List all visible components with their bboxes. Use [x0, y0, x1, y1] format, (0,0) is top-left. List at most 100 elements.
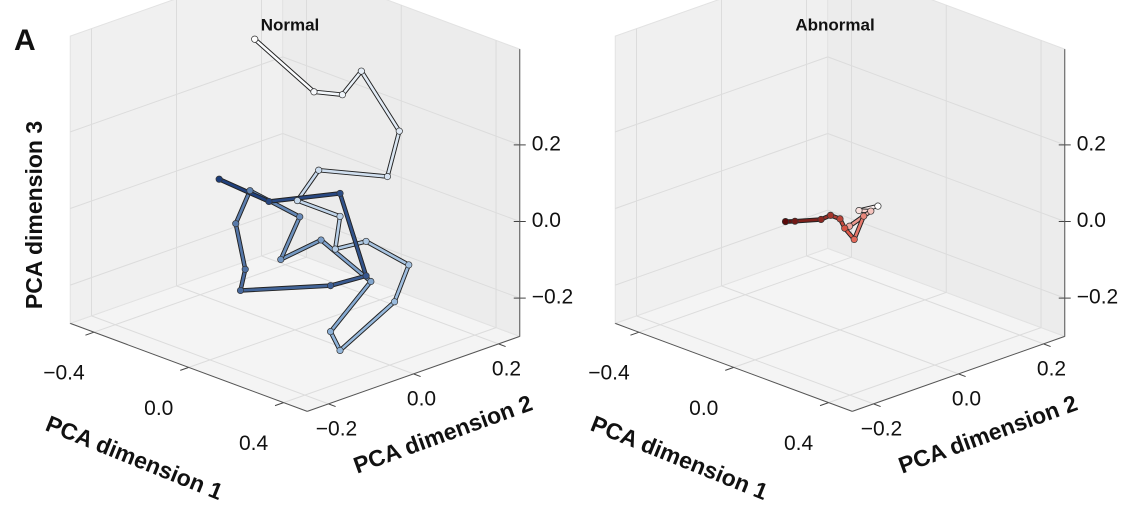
- trajectory-segment: [341, 69, 363, 97]
- trajectory-segment: [393, 263, 411, 304]
- trajectory-point: [405, 261, 413, 269]
- trajectory-point: [336, 212, 344, 220]
- z-tick-label: 0.0: [1077, 209, 1106, 232]
- trajectory-point: [874, 202, 882, 210]
- x-tick-label: −0.4: [43, 362, 85, 385]
- trajectory-point: [860, 212, 868, 220]
- trajectory-point: [326, 282, 335, 290]
- trajectory-segment: [296, 168, 321, 202]
- z-axis-label: PCA dimension 3: [21, 121, 47, 309]
- trajectory-point: [326, 328, 335, 336]
- trajectory-point: [317, 236, 325, 244]
- trajectory-segment: [329, 274, 368, 287]
- trajectory-point: [390, 298, 399, 306]
- trajectory-point: [395, 127, 403, 135]
- grid-line: [282, 133, 520, 222]
- trajectory-point: [277, 255, 285, 264]
- trajectory-point: [817, 215, 825, 224]
- trajectory-point: [836, 215, 844, 223]
- trajectory-point: [336, 189, 344, 197]
- tick-mark: [274, 402, 284, 407]
- grid-line: [261, 255, 499, 345]
- y-tick-label: 0.2: [1037, 357, 1066, 380]
- trajectory-point: [296, 213, 304, 221]
- grid-line: [827, 209, 1065, 299]
- x-tick-label: 0.4: [239, 432, 269, 455]
- z-tick-label: −0.2: [1077, 286, 1118, 309]
- z-tick-label: 0.2: [532, 132, 561, 155]
- grid-line: [70, 133, 283, 209]
- x-tick-label: 0.0: [689, 397, 718, 420]
- trajectory-segment: [217, 177, 271, 203]
- x-axis-line: [70, 322, 308, 412]
- trajectory-segment: [852, 214, 866, 241]
- tick-mark: [1043, 343, 1051, 348]
- y-axis-label: PCA dimension 2: [350, 390, 536, 479]
- trajectory-point: [293, 197, 301, 205]
- trajectory-segment: [239, 284, 332, 292]
- trajectory-point: [362, 237, 370, 245]
- trajectory-segment: [267, 192, 342, 203]
- trajectory-point: [855, 207, 863, 215]
- grid-line: [176, 285, 414, 375]
- trajectory-point: [265, 197, 273, 206]
- y-axis-line: [852, 335, 1065, 412]
- trajectory-point: [781, 218, 790, 226]
- panel: −0.4 0.0 0.4 −0.2 0.0 0.2 −0.2 0.0 0.2 PCA dimens…: [21, 0, 573, 505]
- y-tick-label: −0.2: [316, 417, 357, 440]
- grid-line: [282, 56, 520, 146]
- trajectory-point: [867, 207, 875, 215]
- trajectory-segment: [338, 192, 368, 278]
- grid-line: [91, 315, 329, 405]
- trajectory-segment: [364, 240, 411, 267]
- trajectory-segment: [234, 189, 252, 225]
- trajectory-segment: [360, 69, 401, 133]
- y-tick-label: 0.0: [407, 387, 436, 410]
- grid-line: [282, 209, 520, 299]
- x-axis-label: PCA dimension 1: [587, 410, 772, 505]
- y-axis-line: [307, 335, 520, 412]
- x-tick-label: 0.4: [784, 432, 814, 455]
- grid-line: [70, 209, 283, 286]
- grid-line: [827, 56, 1065, 146]
- y-axis-label: PCA dimension 2: [895, 390, 1081, 479]
- trajectory-point: [850, 235, 858, 243]
- trajectory-segment: [333, 215, 342, 251]
- chart-title: Abnormal: [795, 15, 874, 34]
- trajectory-segment: [317, 168, 389, 178]
- trajectory-point: [357, 67, 365, 75]
- trajectory-segment: [239, 267, 247, 292]
- grid-line: [70, 56, 283, 133]
- x-axis-label: PCA dimension 1: [42, 410, 227, 505]
- panel: −0.4 0.0 0.4 −0.2 0.0 0.2 −0.2 0.0 0.2 PCA dimens…: [587, 0, 1118, 505]
- trajectory-point: [232, 220, 240, 228]
- tick-mark: [328, 403, 336, 408]
- trajectory-segment: [234, 222, 247, 271]
- tick-mark: [413, 373, 421, 378]
- y-tick-label: 0.2: [492, 357, 521, 380]
- trajectory-point: [362, 272, 370, 280]
- z-tick-label: −0.2: [532, 286, 573, 309]
- panel-label: A: [14, 24, 36, 57]
- tick-mark: [498, 343, 506, 348]
- x-tick-label: −0.4: [588, 362, 630, 385]
- tick-mark: [819, 402, 829, 407]
- grid-line: [615, 133, 828, 209]
- trajectory-point: [336, 346, 344, 355]
- trajectory-point: [241, 265, 249, 273]
- trajectory-segment: [312, 90, 344, 97]
- trajectory-point: [367, 277, 375, 286]
- trajectory-segment: [793, 218, 823, 223]
- grid-line: [721, 285, 959, 375]
- trajectory-segment: [279, 238, 323, 261]
- trajectory-point: [383, 173, 391, 181]
- trajectory-segment: [329, 280, 373, 333]
- x-axis-line: [615, 322, 853, 412]
- tick-mark: [873, 403, 881, 408]
- trajectory-segment: [279, 215, 302, 261]
- grid-line: [806, 255, 1044, 345]
- trajectory-segment: [333, 240, 368, 251]
- trajectory-segment: [253, 37, 316, 94]
